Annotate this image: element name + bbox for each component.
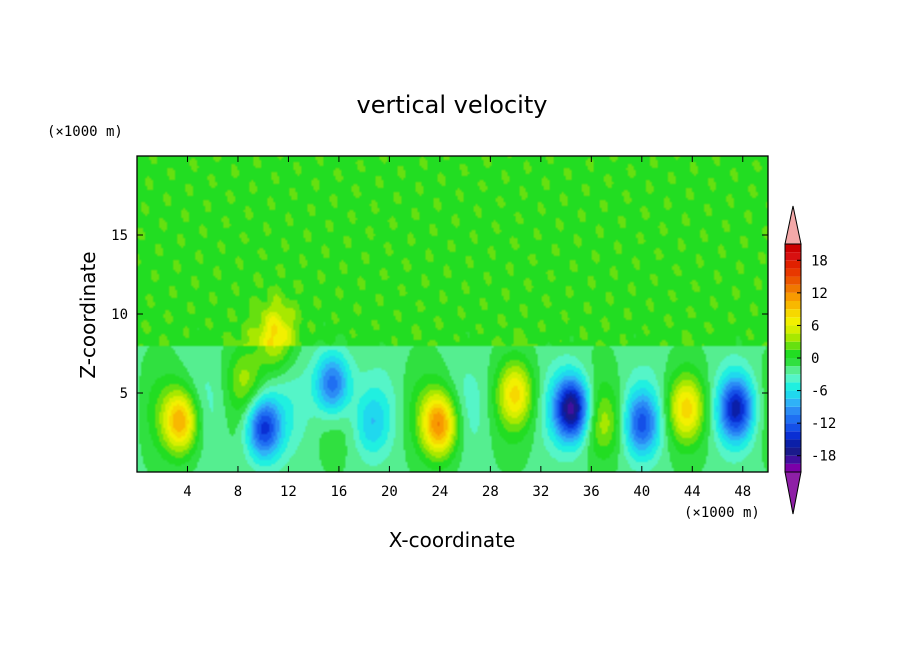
- colorbar-swatch: [785, 390, 801, 399]
- y-axis-title: Z-coordinate: [76, 251, 100, 378]
- colorbar-tick-label: -12: [811, 416, 836, 432]
- x-tick-label: 8: [234, 484, 242, 500]
- y-axis: 5 10 15: [111, 228, 768, 402]
- colorbar-tick-label: 0: [811, 351, 819, 367]
- colorbar-tick-label: -6: [811, 384, 828, 400]
- x-tick-label: 12: [280, 484, 297, 500]
- colorbar-tick-label: 12: [811, 286, 828, 302]
- colorbar-swatch: [785, 333, 801, 342]
- colorbar-swatch: [785, 252, 801, 261]
- colorbar-swatch: [785, 325, 801, 334]
- chart-title: vertical velocity: [357, 91, 548, 119]
- colorbar-swatch: [785, 382, 801, 391]
- y-tick-label: 15: [111, 228, 128, 244]
- colorbar-swatch: [785, 366, 801, 375]
- colorbar-swatch: [785, 317, 801, 326]
- y-tick-label: 10: [111, 307, 128, 323]
- colorbar-swatch: [785, 268, 801, 277]
- colorbar-swatch: [785, 276, 801, 285]
- colorbar-swatch: [785, 341, 801, 350]
- contour-field: [137, 156, 768, 472]
- colorbar-swatch: [785, 463, 801, 472]
- colorbar-swatch: [785, 398, 801, 407]
- x-axis-unit-label: (×1000 m): [684, 505, 760, 521]
- colorbar-swatch: [785, 349, 801, 358]
- x-tick-label: 24: [431, 484, 448, 500]
- colorbar-swatch: [785, 455, 801, 464]
- colorbar-swatch: [785, 358, 801, 367]
- x-tick-label: 36: [583, 484, 600, 500]
- colorbar-swatch: [785, 415, 801, 424]
- x-tick-label: 40: [633, 484, 650, 500]
- colorbar-swatch: [785, 374, 801, 383]
- colorbar-max-arrow: [784, 205, 802, 245]
- x-tick-label: 28: [482, 484, 499, 500]
- colorbar-swatch: [785, 406, 801, 415]
- x-tick-label: 48: [734, 484, 751, 500]
- x-tick-label: 4: [183, 484, 191, 500]
- colorbar-swatch: [785, 284, 801, 293]
- y-axis-unit-label: (×1000 m): [47, 124, 123, 140]
- x-tick-label: 32: [532, 484, 549, 500]
- colorbar-swatch: [785, 244, 801, 253]
- colorbar-tick-label: -18: [811, 449, 836, 465]
- colorbar-min-arrow: [784, 471, 802, 515]
- y-tick-label: 5: [120, 386, 128, 402]
- x-tick-label: 44: [684, 484, 701, 500]
- colorbar-swatch: [785, 309, 801, 318]
- colorbar-swatch: [785, 439, 801, 448]
- x-tick-label: 20: [381, 484, 398, 500]
- x-tick-label: 16: [330, 484, 347, 500]
- colorbar: -18 -12 -6 0 6 12 18: [784, 205, 836, 515]
- colorbar-tick-label: 18: [811, 253, 828, 269]
- colorbar-tick-label: 6: [811, 318, 819, 334]
- colorbar-swatch: [785, 423, 801, 432]
- x-axis-title: X-coordinate: [389, 528, 516, 552]
- colorbar-swatch: [785, 301, 801, 310]
- colorbar-swatch: [785, 292, 801, 301]
- x-axis: 4 8 12 16 20 24 28 32 36 40 44 48: [183, 156, 751, 500]
- colorbar-swatch: [785, 447, 801, 456]
- colorbar-swatch: [785, 260, 801, 269]
- colorbar-swatch: [785, 431, 801, 440]
